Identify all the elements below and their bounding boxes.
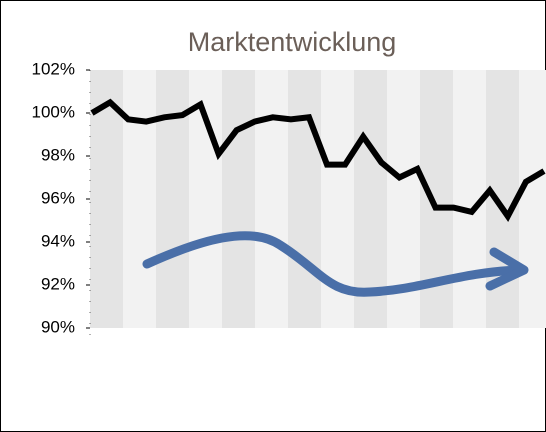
y-tick-label: 100%	[32, 102, 75, 121]
plot-background	[90, 70, 546, 328]
chart-title: Marktentwicklung	[188, 27, 397, 57]
stripe	[354, 70, 387, 328]
stripe	[288, 70, 321, 328]
stripe	[519, 70, 546, 328]
arrow-head	[485, 247, 529, 291]
y-tick-label: 102%	[32, 59, 75, 78]
marks	[90, 98, 546, 222]
stripe	[222, 70, 255, 328]
stripe	[420, 70, 453, 328]
stripe	[255, 70, 288, 328]
y-tick-label: 90%	[41, 317, 75, 336]
y-tick-label: 98%	[41, 145, 75, 164]
y-tick-label: 94%	[41, 231, 75, 250]
stripe	[156, 70, 189, 328]
data-line	[90, 98, 546, 222]
stripe	[123, 70, 156, 328]
y-tick-label: 96%	[41, 188, 75, 207]
y-tick-label: 92%	[41, 274, 75, 293]
trend-arrow	[142, 231, 525, 297]
